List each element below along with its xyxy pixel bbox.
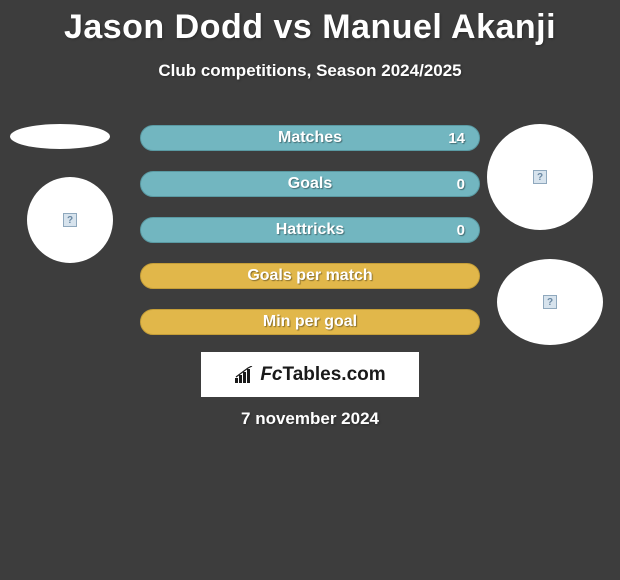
stat-value: 0	[457, 176, 465, 193]
logo-box: FcTables.com	[201, 352, 419, 397]
stat-row: Min per goal	[140, 309, 480, 335]
player-circle-left: ?	[27, 177, 113, 263]
logo-prefix: Fc	[260, 364, 282, 386]
logo-suffix: Tables.com	[283, 364, 386, 386]
chart-icon	[234, 366, 256, 384]
placeholder-icon: ?	[543, 295, 557, 309]
stat-row: Hattricks 0	[140, 217, 480, 243]
stat-value: 14	[448, 130, 465, 147]
stat-label: Hattricks	[276, 221, 344, 239]
placeholder-icon: ?	[63, 213, 77, 227]
stat-row: Goals 0	[140, 171, 480, 197]
stats-table: Matches 14 Goals 0 Hattricks 0 Goals per match…	[140, 125, 480, 355]
stat-label: Goals	[288, 175, 332, 193]
stat-row: Goals per match	[140, 263, 480, 289]
subtitle: Club competitions, Season 2024/2025	[0, 61, 620, 81]
stat-label: Min per goal	[263, 313, 357, 331]
stat-label: Goals per match	[247, 267, 372, 285]
placeholder-icon: ?	[533, 170, 547, 184]
stat-label: Matches	[278, 129, 342, 147]
decor-ellipse-top-left	[10, 124, 110, 149]
stat-row: Matches 14	[140, 125, 480, 151]
player-circle-bottom-right: ?	[497, 259, 603, 345]
player-circle-top-right: ?	[487, 124, 593, 230]
logo-text: FcTables.com	[234, 364, 385, 386]
date-label: 7 november 2024	[0, 409, 620, 429]
page-title: Jason Dodd vs Manuel Akanji	[0, 0, 620, 47]
stat-value: 0	[457, 222, 465, 239]
